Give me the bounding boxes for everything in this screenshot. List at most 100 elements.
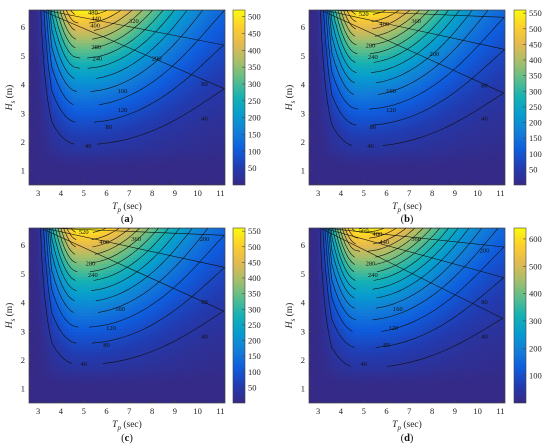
heatmap-cell (192, 78, 197, 82)
heatmap-cell (64, 110, 69, 115)
heatmap-cell (198, 168, 203, 173)
heatmap-cell (130, 71, 135, 76)
heatmap-cell (42, 181, 46, 185)
heatmap-cell (149, 19, 154, 24)
heatmap-cell (140, 155, 144, 160)
heatmap-cell (397, 165, 402, 170)
heatmap-cell (185, 172, 190, 176)
heatmap-cell (179, 42, 184, 47)
heatmap-cell (351, 61, 356, 66)
heatmap-cell (338, 39, 343, 44)
heatmap-cell (348, 26, 353, 31)
heatmap-cell (45, 78, 50, 82)
heatmap-cell (78, 123, 82, 128)
heatmap-cell (371, 39, 375, 44)
heatmap-cell (361, 39, 366, 44)
heatmap-cell (371, 78, 375, 82)
heatmap-cell (55, 26, 59, 31)
heatmap-cell (377, 42, 382, 47)
heatmap-cell (45, 172, 50, 176)
heatmap-cell (367, 55, 372, 60)
heatmap-cell (156, 87, 161, 92)
heatmap-cell (166, 94, 171, 99)
heatmap-cell (127, 91, 131, 95)
heatmap-cell (120, 97, 125, 102)
heatmap-cell (192, 32, 197, 37)
heatmap-cell (71, 126, 76, 131)
heatmap-cell (78, 97, 82, 102)
heatmap-cell (179, 10, 184, 14)
heatmap-cell (51, 165, 56, 170)
heatmap-cell (354, 178, 359, 183)
heatmap-cell (107, 172, 112, 176)
heatmap-cell (328, 165, 333, 170)
heatmap-cell (218, 61, 223, 66)
heatmap-cell (81, 42, 86, 47)
heatmap-cell (48, 123, 53, 128)
heatmap-cell (78, 120, 82, 125)
heatmap-cell (169, 162, 174, 167)
heatmap-cell (179, 136, 184, 141)
heatmap-cell (397, 10, 402, 14)
contour-label: 80 (201, 81, 208, 88)
heatmap-cell (117, 45, 122, 50)
heatmap-cell (55, 155, 59, 160)
heatmap-cell (344, 103, 349, 108)
heatmap-cell (393, 39, 398, 44)
heatmap-cell (58, 94, 63, 99)
heatmap-cell (159, 120, 164, 125)
heatmap-cell (221, 78, 225, 82)
heatmap-cell (176, 97, 180, 102)
heatmap-cell (97, 129, 102, 134)
heatmap-cell (100, 172, 105, 176)
heatmap-cell (133, 120, 138, 125)
heatmap-cell (64, 103, 69, 108)
heatmap-cell (374, 139, 379, 144)
heatmap-cell (87, 55, 92, 60)
heatmap-cell (120, 10, 125, 14)
heatmap-cell (48, 181, 53, 185)
heatmap-cell (61, 181, 66, 185)
heatmap-cell (176, 155, 180, 160)
heatmap-cell (130, 100, 135, 105)
heatmap-cell (78, 68, 82, 73)
heatmap-cell (58, 84, 63, 89)
heatmap-cell (35, 26, 40, 31)
heatmap-cell (123, 71, 128, 76)
heatmap-cell (29, 84, 33, 89)
heatmap-cell (130, 84, 135, 89)
heatmap-cell (208, 71, 213, 76)
heatmap-cell (361, 48, 366, 53)
heatmap-cell (71, 103, 76, 108)
heatmap-cell (195, 120, 200, 125)
heatmap-cell (390, 13, 395, 18)
heatmap-cell (198, 175, 203, 180)
heatmap-cell (48, 68, 53, 73)
heatmap-cell (393, 91, 398, 95)
heatmap-cell (120, 110, 125, 115)
heatmap-cell (127, 116, 131, 121)
heatmap-cell (87, 22, 92, 27)
heatmap-cell (100, 84, 105, 89)
heatmap-cell (380, 91, 385, 95)
heatmap-cell (205, 129, 210, 134)
heatmap-cell (367, 81, 372, 86)
heatmap-cell (341, 123, 346, 128)
heatmap-cell (130, 16, 135, 21)
heatmap-cell (113, 19, 118, 24)
heatmap-cell (91, 48, 95, 53)
heatmap-cell (189, 113, 193, 118)
heatmap-cell (354, 155, 359, 160)
heatmap-cell (331, 139, 336, 144)
heatmap-cell (390, 97, 395, 102)
heatmap-cell (74, 129, 79, 134)
heatmap-cell (341, 113, 346, 118)
heatmap-cell (397, 149, 402, 154)
heatmap-cell (221, 123, 225, 128)
heatmap-cell (367, 155, 372, 160)
heatmap-cell (393, 32, 398, 37)
heatmap-cell (159, 159, 164, 163)
heatmap-cell (162, 175, 167, 180)
heatmap-cell (397, 120, 402, 125)
